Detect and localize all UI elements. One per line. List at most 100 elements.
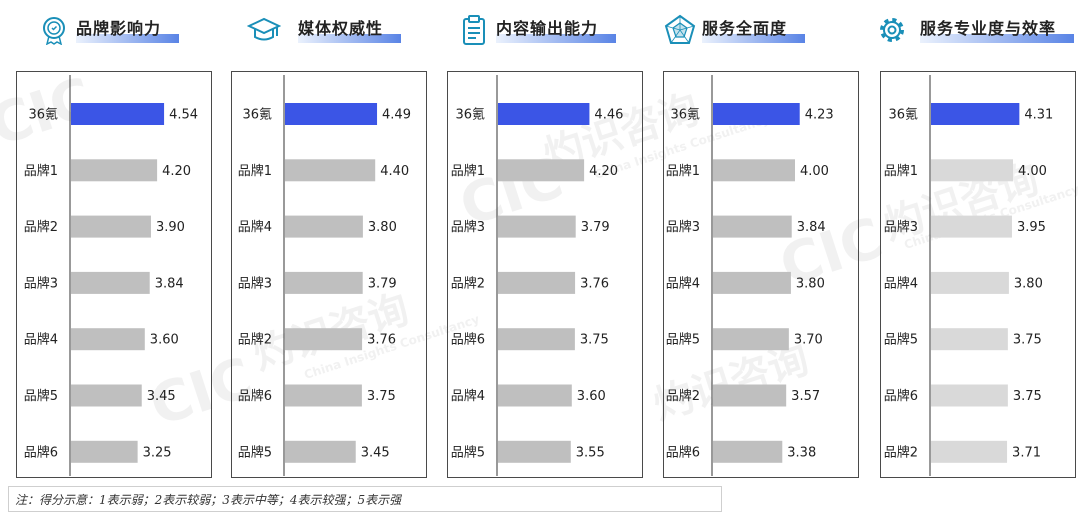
bar-品牌4 xyxy=(713,271,791,294)
category-label: 品牌1 xyxy=(666,163,700,179)
value-label: 3.75 xyxy=(580,333,609,348)
chart-panel-2: 36氪 4.46 品牌1 4.20 品牌3 3.79 品牌2 3.76 品牌6 3.75 品牌4 3.… xyxy=(451,75,623,476)
value-label: 3.25 xyxy=(143,445,172,460)
panel-header-media-authority: 媒体权威性 xyxy=(246,8,402,52)
value-label: 3.60 xyxy=(577,389,606,404)
value-label: 3.90 xyxy=(156,220,185,235)
panel-title: 品牌影响力 xyxy=(76,19,162,38)
category-label: 品牌6 xyxy=(451,332,485,348)
bar-品牌3 xyxy=(71,271,150,294)
value-label: 3.76 xyxy=(367,333,396,348)
value-label: 4.40 xyxy=(380,164,409,179)
value-label: 3.45 xyxy=(147,389,176,404)
value-label: 4.00 xyxy=(1018,164,1047,179)
bar-品牌2 xyxy=(285,328,363,351)
category-label: 品牌1 xyxy=(238,163,272,179)
gear-icon xyxy=(874,12,910,48)
panel-title: 内容输出能力 xyxy=(496,19,599,38)
bar-品牌3 xyxy=(285,271,363,294)
bar-品牌2 xyxy=(931,440,1008,463)
bar-品牌5 xyxy=(931,328,1008,351)
value-label: 3.76 xyxy=(580,276,609,291)
value-label: 4.23 xyxy=(805,108,834,123)
category-label: 品牌3 xyxy=(451,219,485,235)
category-label: 品牌3 xyxy=(666,219,700,235)
value-label: 3.80 xyxy=(796,276,825,291)
category-label: 36氪 xyxy=(455,107,485,123)
bar-36氪 xyxy=(71,103,165,125)
category-label: 品牌1 xyxy=(451,163,485,179)
panel-header-content-output: 内容输出能力 xyxy=(456,8,617,52)
category-label: 品牌4 xyxy=(238,219,272,235)
value-label: 3.55 xyxy=(576,445,605,460)
bar-品牌1 xyxy=(713,159,795,182)
panel-title: 服务专业度与效率 xyxy=(920,19,1057,38)
value-label: 4.20 xyxy=(162,164,191,179)
category-label: 品牌6 xyxy=(24,444,58,460)
chart-panel-1: 36氪 4.49 品牌1 4.40 品牌4 3.80 品牌3 3.79 品牌2 3.76 品牌6 3.… xyxy=(238,75,411,476)
chart-panel-4: 36氪 4.31 品牌1 4.00 品牌3 3.95 品牌4 3.80 品牌5 3.75 品牌6 3.… xyxy=(884,75,1053,476)
footnote: 注：得分示意：1表示弱；2表示较弱；3表示中等；4表示较强；5表示强 xyxy=(8,486,722,512)
category-label: 品牌6 xyxy=(238,388,272,404)
value-label: 4.54 xyxy=(169,108,198,123)
bar-品牌1 xyxy=(71,159,158,182)
value-label: 4.49 xyxy=(382,108,411,123)
value-label: 3.60 xyxy=(150,333,179,348)
category-label: 品牌4 xyxy=(666,275,700,291)
category-label: 36氪 xyxy=(242,107,272,123)
category-label: 品牌2 xyxy=(666,388,700,404)
chart-panel-service-coverage xyxy=(663,71,859,478)
graduation-cap-icon xyxy=(246,12,282,48)
category-label: 品牌3 xyxy=(884,219,918,235)
value-label: 3.75 xyxy=(1013,333,1042,348)
category-label: 36氪 xyxy=(888,107,918,123)
bar-品牌6 xyxy=(713,440,783,463)
bar-品牌2 xyxy=(71,215,151,238)
value-label: 4.00 xyxy=(800,164,829,179)
bar-36氪 xyxy=(931,103,1020,125)
category-label: 品牌5 xyxy=(238,444,272,460)
category-label: 品牌2 xyxy=(451,275,485,291)
award-icon xyxy=(36,12,72,48)
value-label: 3.79 xyxy=(368,276,397,291)
title-underline xyxy=(298,34,402,43)
clipboard-icon xyxy=(456,12,492,48)
bar-品牌1 xyxy=(285,159,376,182)
value-label: 3.45 xyxy=(361,445,390,460)
title-underline xyxy=(920,34,1075,43)
bar-品牌4 xyxy=(71,328,145,351)
pentagon-radar-icon xyxy=(662,12,698,48)
category-label: 36氪 xyxy=(670,107,700,123)
value-label: 3.70 xyxy=(794,333,823,348)
bar-品牌3 xyxy=(713,215,792,238)
chart-panel-0: 36氪 4.54 品牌1 4.20 品牌2 3.90 品牌3 3.84 品牌4 3.60 品牌5 3.… xyxy=(24,75,198,476)
bar-品牌5 xyxy=(713,328,789,351)
category-label: 36氪 xyxy=(28,107,58,123)
category-label: 品牌5 xyxy=(24,388,58,404)
value-label: 4.20 xyxy=(589,164,618,179)
panel-title: 媒体权威性 xyxy=(298,19,384,38)
value-label: 3.71 xyxy=(1012,445,1041,460)
bar-品牌5 xyxy=(285,440,356,463)
bar-品牌4 xyxy=(285,215,363,238)
category-label: 品牌4 xyxy=(24,332,58,348)
bar-品牌4 xyxy=(931,271,1009,294)
value-label: 3.80 xyxy=(368,220,397,235)
value-label: 3.84 xyxy=(797,220,826,235)
value-label: 3.79 xyxy=(581,220,610,235)
value-label: 3.38 xyxy=(787,445,816,460)
category-label: 品牌4 xyxy=(884,275,918,291)
title-underline xyxy=(496,34,617,43)
bar-36氪 xyxy=(285,103,378,125)
bar-36氪 xyxy=(713,103,800,125)
value-label: 4.31 xyxy=(1024,108,1053,123)
title-underline xyxy=(76,34,180,43)
category-label: 品牌2 xyxy=(24,219,58,235)
bar-品牌1 xyxy=(498,159,585,182)
bar-品牌6 xyxy=(931,384,1008,407)
category-label: 品牌3 xyxy=(238,275,272,291)
value-label: 3.84 xyxy=(155,276,184,291)
category-label: 品牌2 xyxy=(238,332,272,348)
title-underline xyxy=(702,34,806,43)
